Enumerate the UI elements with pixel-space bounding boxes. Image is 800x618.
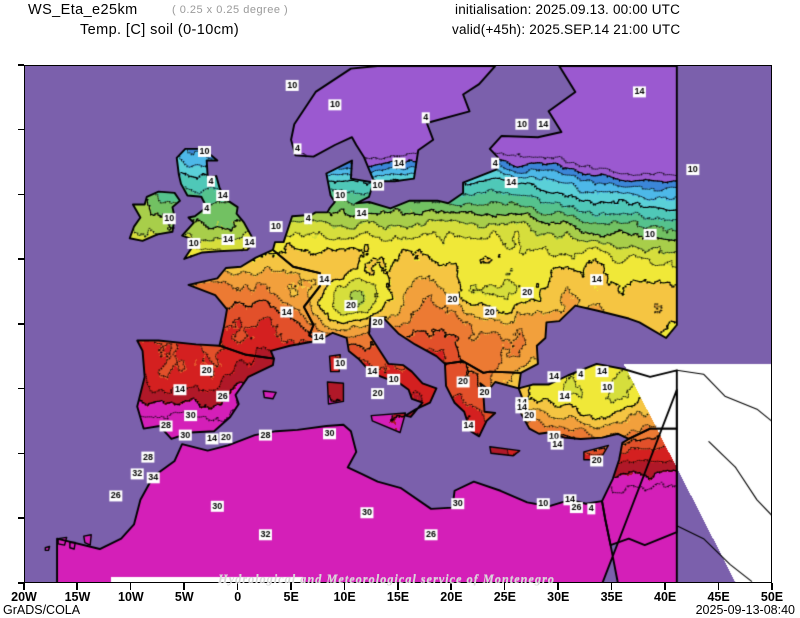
lon-tick-mark	[290, 583, 292, 590]
map-plot-area	[24, 65, 772, 583]
valid-time: valid(+45h): 2025.SEP.14 21:00 UTC	[452, 22, 681, 37]
temperature-field	[25, 66, 771, 582]
lat-tick-mark	[18, 193, 24, 196]
lon-tick-mark	[771, 583, 773, 590]
lon-tick-label: 30E	[547, 590, 570, 604]
lon-tick-label: 5E	[283, 590, 299, 604]
lon-tick-label: 5W	[174, 590, 194, 604]
model-name: WS_Eta_e25km	[28, 2, 138, 18]
lon-tick-label: 10E	[333, 590, 356, 604]
model-resolution: ( 0.25 x 0.25 degree )	[172, 4, 289, 16]
lon-tick-label: 50E	[760, 590, 784, 604]
lon-tick-mark	[664, 583, 666, 590]
lon-tick-mark	[503, 583, 506, 590]
render-timestamp: 2025-09-13-08:40	[695, 603, 795, 617]
lon-tick-label: 45E	[707, 590, 730, 604]
grads-credit: GrADS/COLA	[3, 603, 81, 617]
lat-tick-mark	[18, 452, 24, 455]
lon-tick-label: 15W	[64, 590, 91, 604]
variable-title: Temp. [C] soil (0-10cm)	[80, 22, 240, 38]
lon-tick-mark	[397, 583, 399, 590]
lon-tick-mark	[23, 583, 25, 590]
lon-tick-mark	[450, 583, 453, 590]
lon-tick-label: 20W	[11, 590, 37, 604]
lon-tick-label: 25E	[493, 590, 516, 604]
lon-tick-mark	[557, 583, 559, 590]
lon-tick-mark	[717, 583, 720, 590]
lat-tick-mark	[18, 323, 24, 325]
lon-tick-label: 40E	[654, 590, 677, 604]
lat-tick-mark	[18, 258, 24, 260]
lat-tick-mark	[18, 517, 24, 519]
lon-tick-mark	[343, 583, 346, 590]
lat-tick-mark	[18, 128, 24, 131]
lon-tick-label: 10W	[117, 590, 144, 604]
lon-tick-label: 20E	[440, 590, 463, 604]
lat-tick-mark	[18, 582, 24, 584]
lat-tick-mark	[18, 64, 24, 66]
lon-tick-mark	[183, 583, 185, 590]
lon-tick-mark	[129, 583, 132, 590]
lon-tick-label: 15E	[386, 590, 410, 604]
lat-tick-mark	[18, 387, 24, 390]
lon-tick-mark	[610, 583, 613, 590]
lon-tick-mark	[236, 583, 239, 590]
lon-tick-mark	[76, 583, 79, 590]
lon-tick-label: 0	[234, 590, 242, 604]
lon-tick-label: 35E	[600, 590, 623, 604]
initialisation-time: initialisation: 2025.09.13. 00:00 UTC	[455, 2, 681, 17]
